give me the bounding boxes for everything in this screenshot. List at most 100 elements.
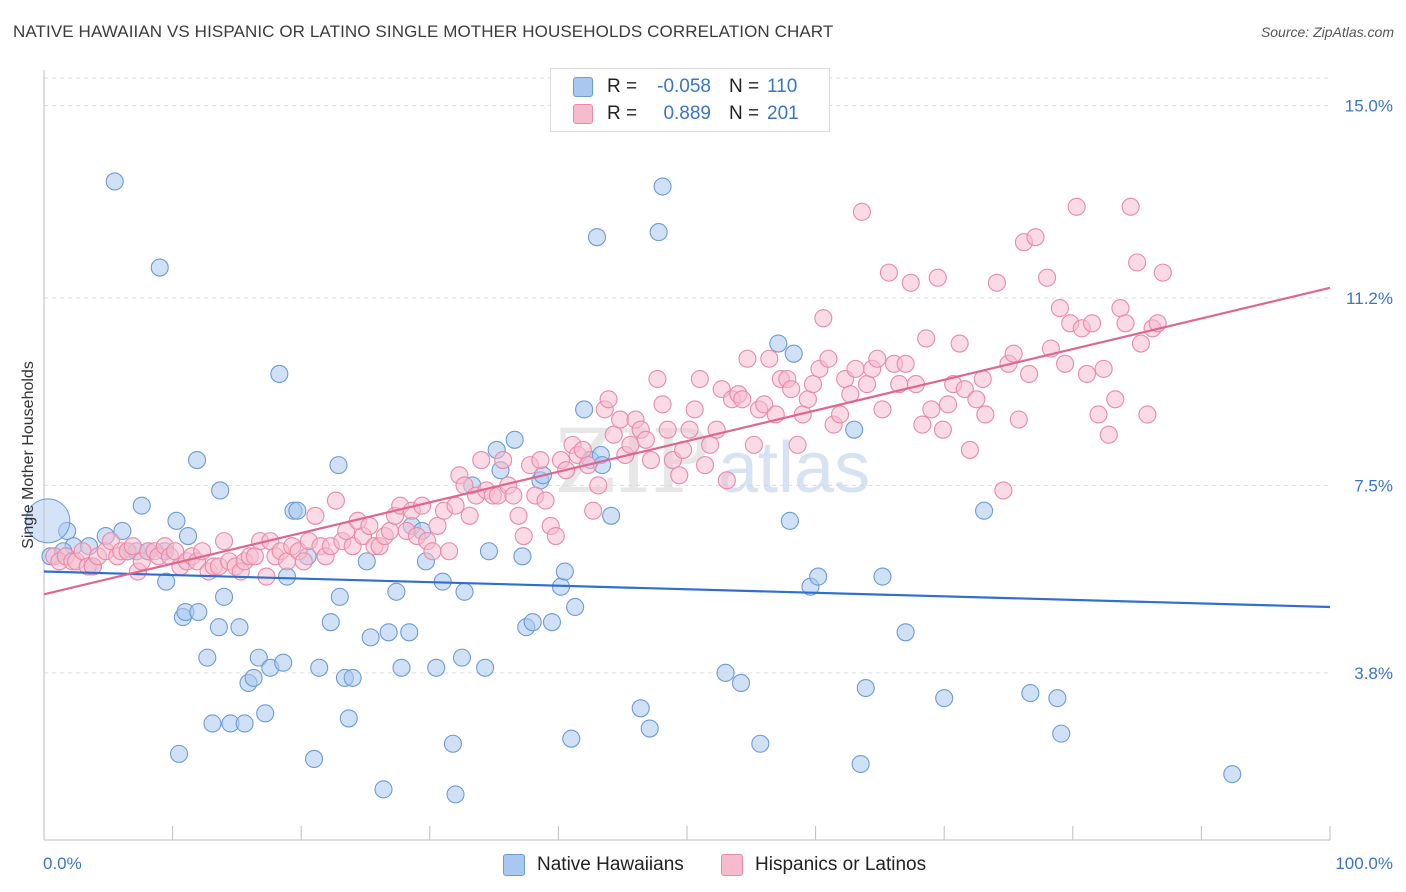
native-hawaiian-point <box>169 744 189 763</box>
native-hawaiian-point <box>305 749 324 768</box>
native-hawaiian-point <box>189 602 208 622</box>
hispanic-latino-point <box>294 552 313 571</box>
bottom-legend-swatch-blue <box>503 854 525 876</box>
bottom-legend-swatch-pink <box>721 854 743 876</box>
hispanic-latino-point <box>1089 405 1108 424</box>
hispanic-latino-point <box>1067 197 1086 216</box>
hispanic-latino-point <box>852 202 871 221</box>
hispanic-latino-point <box>738 349 757 368</box>
native-hawaiian-point <box>274 653 293 672</box>
hispanic-latino-point <box>760 349 779 368</box>
legend-n-value: 201 <box>767 103 799 124</box>
hispanic-latino-point <box>917 329 936 348</box>
hispanic-latino-point <box>803 375 823 394</box>
hispanic-latino-point <box>1111 299 1130 318</box>
native-hawaiian-trend-line <box>43 570 1331 609</box>
bottom-legend-hispanics: Hispanics or Latinos <box>721 852 926 878</box>
hispanic-latino-point <box>1026 228 1045 247</box>
hispanic-latino-point <box>922 400 941 419</box>
legend-box: R = -0.058 N = 110 R = 0.889 N = 201 <box>550 68 830 132</box>
native-hawaiian-point <box>653 177 672 196</box>
hispanic-latino-point <box>658 420 677 439</box>
native-hawaiian-point <box>845 420 864 439</box>
legend-n-label: N = <box>729 76 760 97</box>
native-hawaiian-point <box>446 785 465 804</box>
hispanic-latino-point <box>648 369 667 389</box>
hispanic-latino-point <box>214 532 234 551</box>
native-hawaiian-point <box>476 658 495 677</box>
hispanic-latino-point <box>1094 359 1113 378</box>
hispanic-latino-point <box>994 481 1013 500</box>
native-hawaiian-point <box>542 613 562 632</box>
native-hawaiian-point <box>479 542 499 561</box>
hispanic-latino-point <box>695 456 715 475</box>
native-hawaiian-point <box>631 699 650 718</box>
native-hawaiian-point <box>851 754 870 774</box>
hispanic-latino-point <box>846 359 865 378</box>
bottom-legend-label: Native Hawaiians <box>537 854 684 875</box>
hispanic-latino-point <box>1153 263 1172 282</box>
native-hawaiian-point <box>214 587 234 606</box>
native-hawaiian-point <box>784 344 803 363</box>
hispanic-latino-point <box>976 405 995 424</box>
native-hawaiian-point <box>513 547 532 566</box>
y-axis-label: Single Mother Households <box>20 361 37 549</box>
native-hawaiian-point <box>379 623 398 642</box>
hispanic-latino-point <box>446 496 465 515</box>
native-hawaiian-point <box>187 451 207 470</box>
hispanic-latino-point <box>690 369 709 389</box>
hispanic-latino-point <box>913 415 932 434</box>
hispanic-latino-point <box>830 405 850 424</box>
native-hawaiian-point <box>150 258 169 277</box>
native-hawaiian-point <box>1021 684 1040 703</box>
hispanic-latino-point <box>1004 344 1023 363</box>
native-hawaiian-point <box>167 511 186 530</box>
hispanic-latino-point <box>531 451 550 470</box>
native-hawaiian-point <box>562 729 581 748</box>
native-hawaiian-point <box>575 400 594 419</box>
x-tick-label-right: 100.0% <box>1335 854 1393 873</box>
hispanic-latino-point <box>599 390 618 409</box>
hispanic-latino-point <box>1056 354 1075 373</box>
hispanic-latino-point <box>1083 314 1102 333</box>
hispanic-latino-point <box>423 542 442 561</box>
legend-r-label: R = <box>607 103 638 124</box>
hispanic-latino-point <box>939 395 958 414</box>
hispanic-latino-point <box>733 390 752 409</box>
hispanic-latino-point <box>960 440 979 459</box>
source-label: Source: ZipAtlas.com <box>1260 24 1394 40</box>
chart-title: NATIVE HAWAIIAN VS HISPANIC OR LATINO SI… <box>13 22 834 41</box>
native-hawaiian-point <box>343 668 362 687</box>
legend-swatch-pink <box>573 104 593 124</box>
hispanic-latino-point <box>933 420 952 439</box>
native-hawaiian-point <box>1052 724 1071 743</box>
native-hawaiian-point <box>249 648 268 667</box>
hispanic-latino-point <box>380 521 399 541</box>
native-hawaiian-point <box>505 430 524 449</box>
hispanic-latino-point <box>306 506 325 525</box>
native-hawaiian-point <box>452 648 472 667</box>
native-hawaiian-point <box>374 780 393 799</box>
hispanic-latino-point <box>360 516 379 535</box>
native-hawaiian-point <box>178 527 198 546</box>
hispanic-latino-point <box>717 471 736 490</box>
hispanic-latino-point <box>440 542 459 561</box>
bottom-legend-native-hawaiians: Native Hawaiians <box>503 852 684 878</box>
legend-swatch-blue <box>573 77 593 97</box>
hispanic-latino-point <box>950 334 969 353</box>
native-hawaiian-point <box>198 648 217 667</box>
native-hawaiian-point <box>361 628 380 647</box>
hispanic-latino-point <box>967 390 986 409</box>
native-hawaiian-point <box>330 587 349 606</box>
hispanic-latino-point <box>873 400 892 419</box>
native-hawaiian-point <box>769 334 788 353</box>
native-hawaiian-point <box>400 623 419 642</box>
hispanic-latino-point <box>546 527 565 546</box>
hispanic-latino-point <box>1077 364 1096 383</box>
native-hawaiian-point <box>288 501 307 520</box>
native-hawaiian-point <box>935 689 954 708</box>
legend-r-label: R = <box>607 76 638 97</box>
hispanic-latino-point <box>670 466 689 485</box>
native-hawaiian-point <box>113 521 132 541</box>
